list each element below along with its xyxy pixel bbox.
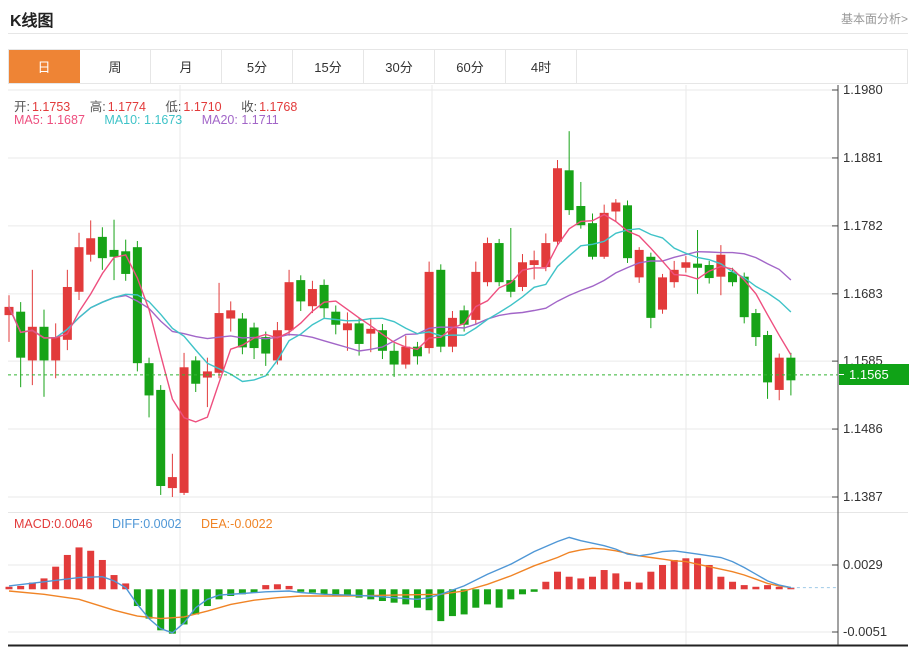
open-group: 开: 1.1753: [14, 100, 70, 114]
open-label: 开:: [14, 100, 30, 114]
ma5-group: MA5: 1.1687: [14, 113, 85, 127]
fundamental-analysis-link[interactable]: 基本面分析>: [840, 12, 908, 26]
ma10-value: 1.1673: [144, 113, 183, 127]
page-title: K线图: [10, 13, 54, 30]
low-value: 1.1710: [183, 100, 222, 114]
tab-month[interactable]: 月: [151, 50, 222, 83]
svg-text:1.1486: 1.1486: [843, 421, 883, 436]
svg-text:-0.0051: -0.0051: [843, 624, 887, 639]
diff-value: 0.0002: [143, 517, 182, 531]
dea-value: -0.0022: [230, 517, 273, 531]
dea-group: DEA:-0.0022: [201, 517, 273, 531]
ma-row: MA5: 1.1687 MA10: 1.1673 MA20: 1.1711: [14, 113, 295, 127]
macd-group: MACD:0.0046: [14, 517, 93, 531]
tab-4hour[interactable]: 4时: [506, 50, 577, 83]
ohlc-row: 开: 1.1753 高: 1.1774 低: 1.1710 收: 1.1768: [14, 96, 313, 115]
svg-text:1.1980: 1.1980: [843, 82, 883, 97]
ma10-label: MA10:: [104, 113, 141, 127]
macd-row: MACD:0.0046 DIFF:0.0002 DEA:-0.0022: [14, 517, 289, 531]
macd-label: MACD:: [14, 517, 55, 531]
diff-label: DIFF:: [112, 517, 144, 531]
svg-text:1.1683: 1.1683: [843, 286, 883, 301]
svg-text:1.1881: 1.1881: [843, 150, 883, 165]
tab-15min[interactable]: 15分: [293, 50, 364, 83]
ma20-value: 1.1711: [241, 113, 279, 127]
interval-tabs: 日周月 5分 15分 30分 60分 4时: [8, 49, 908, 84]
svg-text:1.1782: 1.1782: [843, 218, 883, 233]
high-value: 1.1774: [107, 100, 146, 114]
open-value: 1.1753: [31, 100, 71, 114]
high-label: 高:: [89, 100, 106, 114]
tab-5min[interactable]: 5分: [222, 50, 293, 83]
ma10-group: MA10: 1.1673: [104, 113, 182, 127]
tab-30min[interactable]: 30分: [364, 50, 435, 83]
tab-week[interactable]: 周: [80, 50, 151, 83]
low-label: 低:: [165, 100, 182, 114]
close-label: 收:: [241, 100, 258, 114]
low-group: 低: 1.1710: [165, 100, 221, 114]
close-value: 1.1768: [259, 100, 298, 114]
ma20-group: MA20: 1.1711: [202, 113, 279, 127]
ma5-value: 1.1687: [46, 113, 85, 127]
ma20-label: MA20:: [201, 113, 238, 127]
dea-label: DEA:: [200, 517, 231, 531]
current-price-badge: 1.1565: [839, 364, 909, 386]
tab-60min[interactable]: 60分: [435, 50, 506, 83]
svg-text:1.1387: 1.1387: [843, 489, 883, 504]
svg-text:0.0029: 0.0029: [843, 557, 883, 572]
high-group: 高: 1.1774: [90, 100, 146, 114]
macd-value: 0.0046: [54, 517, 93, 531]
ma5-label: MA5:: [14, 113, 44, 127]
diff-group: DIFF:0.0002: [112, 517, 181, 531]
close-group: 收: 1.1768: [241, 100, 297, 114]
tab-day[interactable]: 日: [9, 50, 80, 83]
title-divider: [8, 33, 908, 34]
